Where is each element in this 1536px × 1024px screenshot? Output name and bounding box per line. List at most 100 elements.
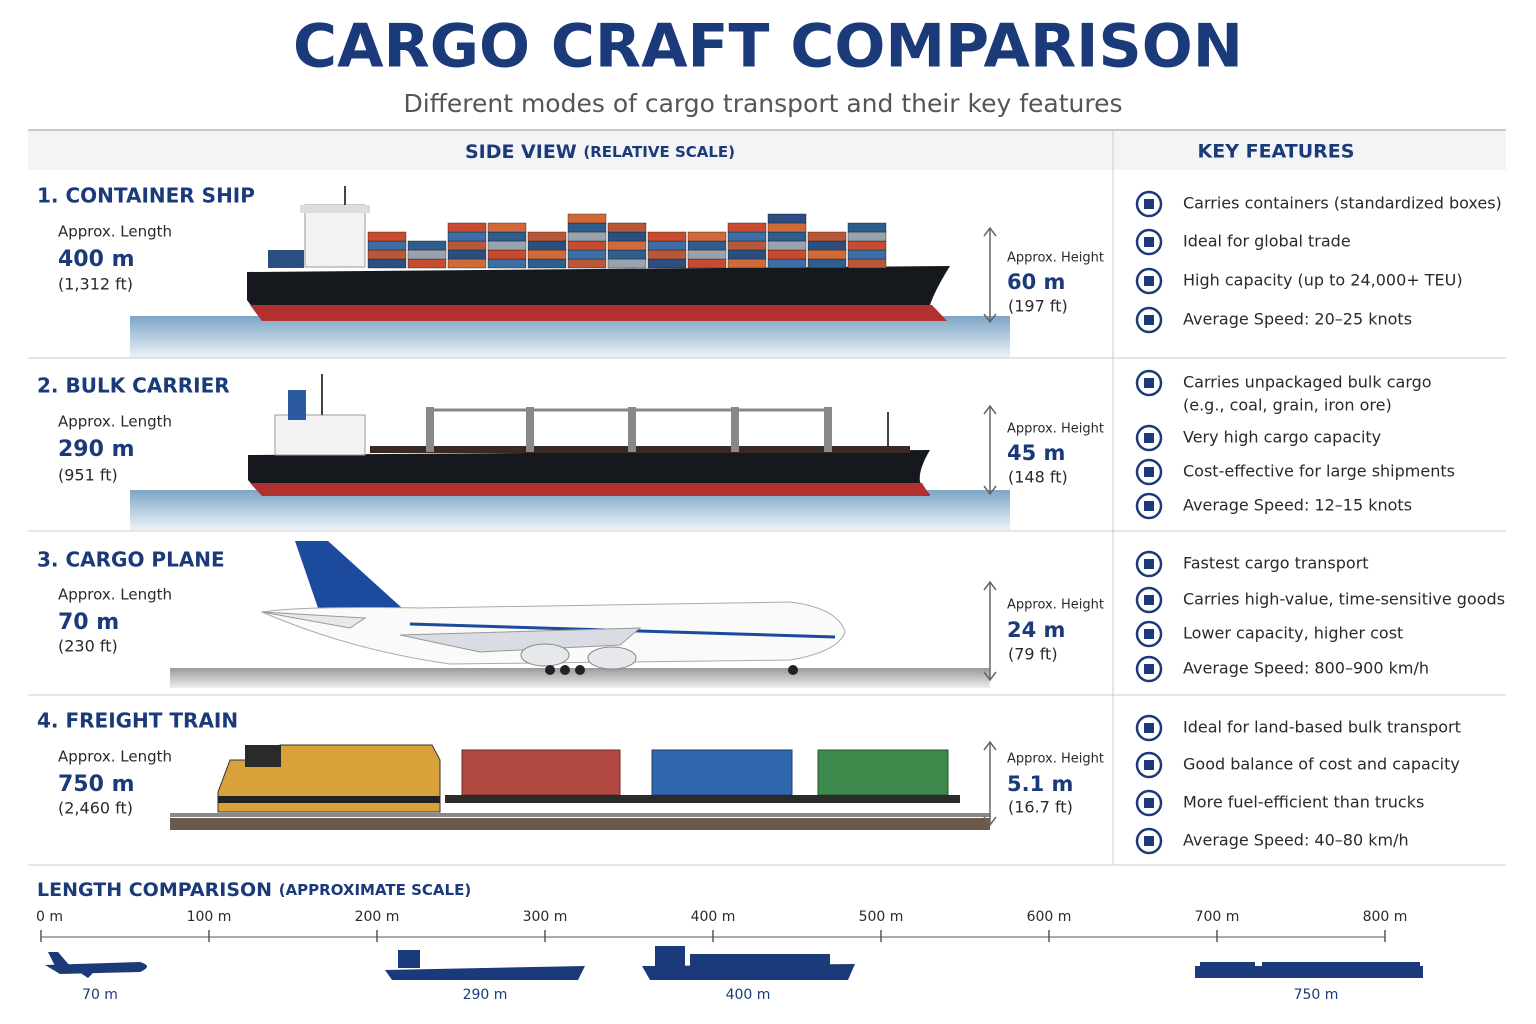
feature-icon-core: [1144, 467, 1154, 477]
arrow-head: [983, 226, 997, 324]
container: [687, 258, 727, 269]
container: [727, 240, 767, 251]
crane-post: [426, 407, 434, 452]
feature-text: Cost-effective for large shipments: [1183, 462, 1455, 481]
container: [687, 231, 727, 242]
height-value: 45 m: [1007, 441, 1065, 465]
cargo-plane: [170, 541, 990, 688]
height-value: 24 m: [1007, 618, 1065, 642]
feature-text: Average Speed: 12–15 knots: [1183, 496, 1412, 515]
container: [847, 258, 887, 269]
length-ft: (230 ft): [58, 637, 118, 656]
craft-name: 4. FREIGHT TRAIN: [37, 709, 238, 733]
feature-icon-core: [1144, 760, 1154, 770]
container: [487, 258, 527, 269]
feature-icon-core: [1144, 664, 1154, 674]
length-value: 400 m: [58, 247, 135, 272]
scale-tick-label: 500 m: [859, 909, 904, 925]
container: [767, 222, 807, 233]
container: [687, 240, 727, 251]
length-value: 290 m: [58, 437, 135, 462]
container: [527, 231, 567, 242]
container: [367, 240, 407, 251]
scale-tick-label: 700 m: [1195, 909, 1240, 925]
feature-text: High capacity (up to 24,000+ TEU): [1183, 271, 1463, 290]
length-ft: (2,460 ft): [58, 799, 133, 818]
container: [807, 231, 847, 242]
length-value: 70 m: [58, 610, 119, 635]
feature-icon: [1135, 306, 1163, 334]
feature-text: Average Speed: 20–25 knots: [1183, 310, 1412, 329]
feature-icon-core: [1144, 723, 1154, 733]
feature-icon-core: [1144, 199, 1154, 209]
container: [807, 240, 847, 251]
length-value: 750 m: [58, 772, 135, 797]
comparison-title: LENGTH COMPARISON: [37, 879, 272, 901]
title: CARGO CRAFT COMPARISON: [293, 12, 1243, 82]
crane-post: [628, 407, 636, 452]
container: [847, 231, 887, 242]
feature-icon: [1135, 458, 1163, 486]
feature-text: Lower capacity, higher cost: [1183, 624, 1403, 643]
comparison-note: (APPROXIMATE SCALE): [279, 881, 472, 899]
silhouette-label: 70 m: [82, 987, 118, 1003]
scale-tick-label: 0 m: [36, 909, 63, 925]
craft-name: 3. CARGO PLANE: [37, 548, 225, 572]
length-label: Approx. Length: [58, 586, 172, 604]
container: [407, 258, 447, 269]
feature-text: Carries unpackaged bulk cargo: [1183, 373, 1432, 392]
feature-text: (e.g., coal, grain, iron ore): [1183, 396, 1392, 415]
silhouette-label: 400 m: [726, 987, 771, 1003]
feature-icon: [1135, 550, 1163, 578]
container: [367, 231, 407, 242]
column-header-band: [28, 130, 1506, 170]
feature-text: Good balance of cost and capacity: [1183, 755, 1460, 774]
container: [647, 231, 687, 242]
container: [527, 249, 567, 260]
feature-icon-core: [1144, 378, 1154, 388]
container: [767, 213, 807, 224]
feature-text: Carries containers (standardized boxes): [1183, 194, 1502, 213]
container: [607, 249, 647, 260]
feature-icon: [1135, 267, 1163, 295]
container: [727, 249, 767, 260]
silhouette-label: 290 m: [463, 987, 508, 1003]
container: [487, 240, 527, 251]
feature-icon-core: [1144, 315, 1154, 325]
feature-text: Ideal for global trade: [1183, 232, 1351, 251]
freight-train: [170, 744, 990, 830]
scale-tick-label: 400 m: [691, 909, 736, 925]
container: [268, 250, 304, 268]
container-ship: [130, 186, 1010, 358]
height-label: Approx. Height: [1007, 598, 1104, 613]
feature-text: Average Speed: 800–900 km/h: [1183, 659, 1429, 678]
container: [767, 240, 807, 251]
comparison-heading: LENGTH COMPARISON (APPROXIMATE SCALE): [37, 879, 471, 901]
scale-tick-label: 600 m: [1027, 909, 1072, 925]
container: [607, 258, 647, 269]
height-label: Approx. Height: [1007, 422, 1104, 437]
container: [367, 258, 407, 269]
container: [847, 249, 887, 260]
container: [447, 240, 487, 251]
container: [647, 258, 687, 269]
feature-icon: [1135, 424, 1163, 452]
feature-icon: [1135, 190, 1163, 218]
container: [807, 258, 847, 269]
height-label: Approx. Height: [1007, 251, 1104, 266]
scale-tick-label: 100 m: [187, 909, 232, 925]
height-label: Approx. Height: [1007, 752, 1104, 767]
crane-post: [526, 407, 534, 452]
feature-icon-core: [1144, 595, 1154, 605]
side-view-note: (RELATIVE SCALE): [583, 143, 735, 161]
feature-icon: [1135, 620, 1163, 648]
container: [487, 249, 527, 260]
feature-text: Ideal for land-based bulk transport: [1183, 718, 1461, 737]
feature-icon-core: [1144, 798, 1154, 808]
container: [447, 231, 487, 242]
arrow-head: [983, 404, 997, 496]
scale-tick-label: 800 m: [1363, 909, 1408, 925]
feature-icon: [1135, 228, 1163, 256]
crane-post: [731, 407, 739, 452]
